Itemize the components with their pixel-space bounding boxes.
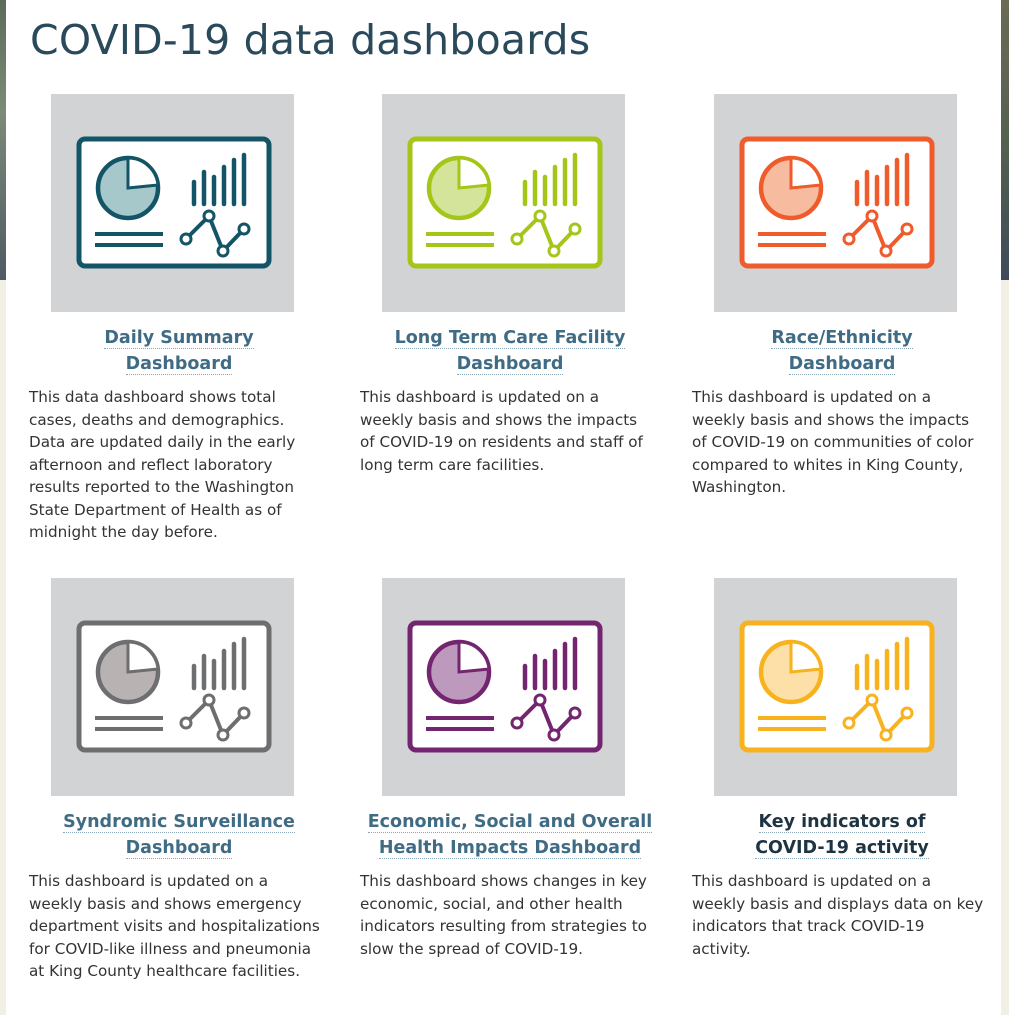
dashboard-card-economic-social-health: Economic, Social and Overall Health Impa… xyxy=(360,578,660,960)
dashboard-description: This dashboard is updated on a weekly ba… xyxy=(692,388,974,496)
dashboard-title-line2: Dashboard xyxy=(125,354,233,375)
dashboard-description: This dashboard shows changes in key econ… xyxy=(360,872,647,958)
dashboard-title-link[interactable]: Syndromic Surveillance Dashboard xyxy=(29,809,329,861)
dashboard-icon xyxy=(76,620,272,753)
dashboard-description: This dashboard is updated on a weekly ba… xyxy=(360,388,643,474)
background-image-right xyxy=(1001,0,1009,280)
dashboard-card-syndromic-surveillance: Syndromic Surveillance Dashboard This da… xyxy=(29,578,329,983)
dashboard-thumbnail-link[interactable] xyxy=(714,94,957,312)
dashboard-icon xyxy=(739,136,935,269)
dashboard-title-line2: Health Impacts Dashboard xyxy=(378,838,642,859)
dashboard-thumbnail-link[interactable] xyxy=(382,578,625,796)
dashboard-title-link[interactable]: Daily Summary Dashboard xyxy=(29,325,329,377)
dashboard-title-line1: Daily Summary xyxy=(104,328,254,349)
dashboard-description: This dashboard is updated on a weekly ba… xyxy=(692,872,984,958)
dashboard-thumbnail-link[interactable] xyxy=(51,578,294,796)
dashboard-title-link[interactable]: Race/Ethnicity Dashboard xyxy=(692,325,992,377)
dashboard-card-key-indicators: Key indicators of COVID-19 activity This… xyxy=(692,578,992,960)
dashboard-title-line2: Dashboard xyxy=(125,838,233,859)
dashboard-title-link[interactable]: Long Term Care Facility Dashboard xyxy=(360,325,660,377)
dashboard-thumbnail-link[interactable] xyxy=(382,94,625,312)
dashboard-title-line1: Long Term Care Facility xyxy=(394,328,626,349)
dashboard-description: This data dashboard shows total cases, d… xyxy=(29,388,296,541)
dashboard-card-long-term-care: Long Term Care Facility Dashboard This d… xyxy=(360,94,660,476)
dashboard-title-line1: Race/Ethnicity xyxy=(771,328,913,349)
dashboard-title-line1: Syndromic Surveillance xyxy=(63,812,295,833)
dashboard-icon xyxy=(407,620,603,753)
dashboard-thumbnail-link[interactable] xyxy=(51,94,294,312)
background-image-left xyxy=(0,0,6,280)
dashboard-icon xyxy=(407,136,603,269)
page-title: COVID-19 data dashboards xyxy=(30,16,591,64)
dashboard-title-line2: Dashboard xyxy=(456,354,564,375)
dashboard-title-line2: COVID-19 activity xyxy=(755,838,929,859)
dashboard-icon xyxy=(76,136,272,269)
dashboard-description: This dashboard is updated on a weekly ba… xyxy=(29,872,320,980)
dashboard-title-link[interactable]: Key indicators of COVID-19 activity xyxy=(692,809,992,861)
dashboard-card-daily-summary: Daily Summary Dashboard This data dashbo… xyxy=(29,94,329,544)
dashboard-title-line1: Economic, Social and Overall xyxy=(367,812,653,833)
dashboard-title-line2: Dashboard xyxy=(788,354,896,375)
dashboard-title-line1: Key indicators of xyxy=(758,812,926,833)
content-panel: COVID-19 data dashboards Daily Summary D… xyxy=(6,0,1001,1015)
dashboard-card-race-ethnicity: Race/Ethnicity Dashboard This dashboard … xyxy=(692,94,992,499)
dashboard-title-link[interactable]: Economic, Social and Overall Health Impa… xyxy=(360,809,660,861)
dashboard-thumbnail-link[interactable] xyxy=(714,578,957,796)
dashboard-icon xyxy=(739,620,935,753)
